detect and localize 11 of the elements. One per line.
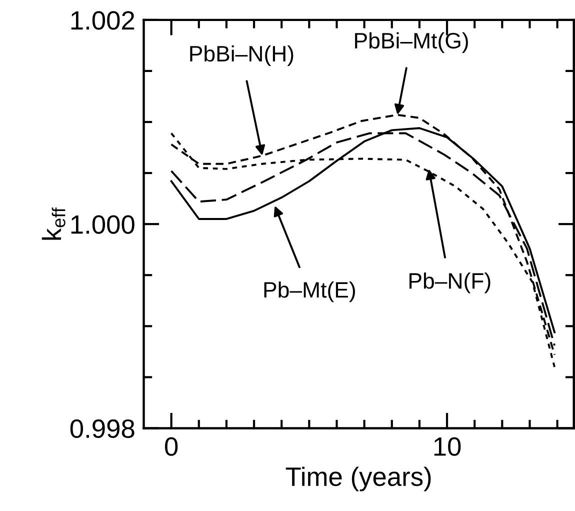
x-tick-label: 10 <box>434 437 461 456</box>
x-tick-label: 0 <box>165 437 178 456</box>
y-tick-label: 0.998 <box>70 419 134 438</box>
x-axis-title: Time (years) <box>286 466 431 492</box>
annotation: Pb–N(F) <box>410 272 490 294</box>
y-tick-label: 1.000 <box>71 215 134 234</box>
annotation: Pb–Mt(E) <box>264 281 355 302</box>
annotation: PbBi–Mt(G) <box>355 32 468 53</box>
y-tick-label: 1.002 <box>71 11 134 30</box>
y-axis-title: k$_{eff}$ <box>42 207 66 240</box>
annotation: PbBi–N(H) <box>190 45 294 66</box>
